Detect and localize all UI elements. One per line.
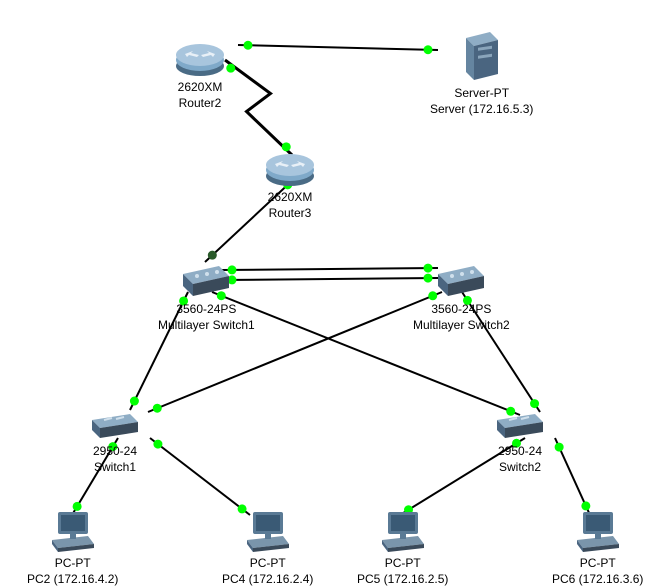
device-model-label: 3560-24PS: [413, 302, 510, 316]
device-name-label: Multilayer Switch2: [413, 318, 510, 332]
device-name-label: Multilayer Switch1: [158, 318, 255, 332]
device-mls1[interactable]: 3560-24PS Multilayer Switch1: [158, 260, 255, 333]
device-server[interactable]: Server-PT Server (172.16.5.3): [430, 30, 533, 117]
device-name-label: PC5 (172.16.2.5): [357, 572, 448, 586]
device-model-label: 2620XM: [173, 80, 227, 94]
device-model-label: PC-PT: [552, 556, 643, 570]
device-name-label: PC2 (172.16.4.2): [27, 572, 118, 586]
device-model-label: 3560-24PS: [158, 302, 255, 316]
device-name-label: Switch2: [493, 460, 547, 474]
device-pc6[interactable]: PC-PT PC6 (172.16.3.6): [552, 510, 643, 587]
device-mls2[interactable]: 3560-24PS Multilayer Switch2: [413, 260, 510, 333]
device-router2[interactable]: 2620XM Router2: [173, 40, 227, 111]
device-model-label: 2950-24: [88, 444, 142, 458]
device-model-label: PC-PT: [357, 556, 448, 570]
device-pc5[interactable]: PC-PT PC5 (172.16.2.5): [357, 510, 448, 587]
device-name-label: Server (172.16.5.3): [430, 102, 533, 116]
device-name-label: PC4 (172.16.2.4): [222, 572, 313, 586]
device-model-label: PC-PT: [222, 556, 313, 570]
device-model-label: Server-PT: [430, 86, 533, 100]
device-name-label: Switch1: [88, 460, 142, 474]
device-pc4[interactable]: PC-PT PC4 (172.16.2.4): [222, 510, 313, 587]
device-name-label: PC6 (172.16.3.6): [552, 572, 643, 586]
topology-canvas: [0, 0, 666, 587]
device-name-label: Router2: [173, 96, 227, 110]
device-model-label: PC-PT: [27, 556, 118, 570]
device-pc2[interactable]: PC-PT PC2 (172.16.4.2): [27, 510, 118, 587]
device-router3[interactable]: 2620XM Router3: [263, 150, 317, 221]
device-switch2[interactable]: 2950-24 Switch2: [493, 410, 547, 475]
device-switch1[interactable]: 2950-24 Switch1: [88, 410, 142, 475]
device-model-label: 2620XM: [263, 190, 317, 204]
device-name-label: Router3: [263, 206, 317, 220]
device-model-label: 2950-24: [493, 444, 547, 458]
